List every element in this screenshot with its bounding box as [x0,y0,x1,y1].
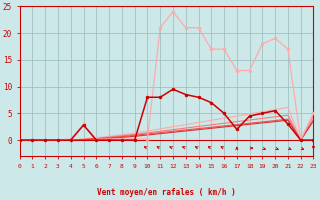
X-axis label: Vent moyen/en rafales ( km/h ): Vent moyen/en rafales ( km/h ) [97,188,236,197]
